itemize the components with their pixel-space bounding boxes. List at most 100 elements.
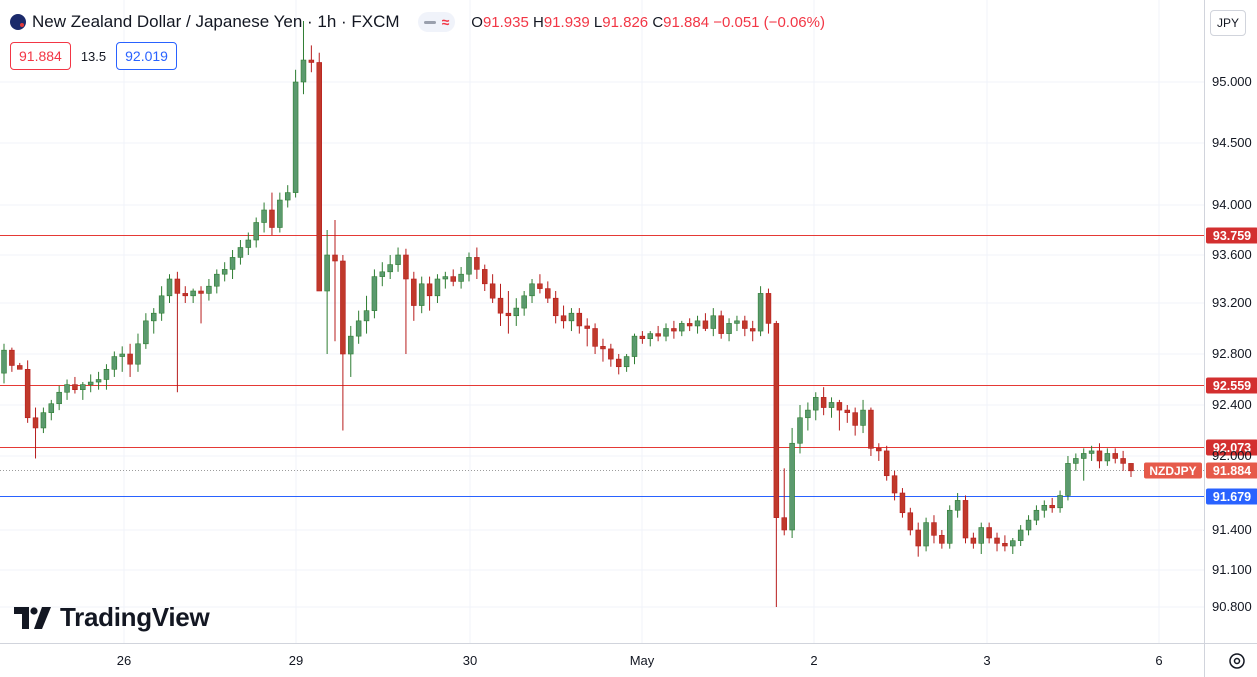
candle[interactable]: [466, 252, 472, 282]
candle[interactable]: [702, 313, 709, 332]
candle[interactable]: [489, 274, 496, 303]
candle[interactable]: [72, 376, 78, 394]
candle[interactable]: [371, 269, 378, 319]
settings-gear-icon[interactable]: [1227, 651, 1247, 671]
candle[interactable]: [497, 283, 504, 326]
candle[interactable]: [9, 347, 15, 372]
candle[interactable]: [726, 318, 732, 342]
candle[interactable]: [127, 343, 133, 377]
candle[interactable]: [978, 522, 985, 554]
candle[interactable]: [513, 298, 520, 326]
candle[interactable]: [1104, 448, 1111, 466]
candle[interactable]: [773, 320, 780, 607]
buy-button[interactable]: 92.019: [116, 42, 177, 70]
candle[interactable]: [17, 362, 23, 370]
candle[interactable]: [521, 291, 527, 316]
candle[interactable]: [261, 202, 267, 233]
candle[interactable]: [458, 267, 464, 289]
candle[interactable]: [852, 407, 858, 436]
candle[interactable]: [694, 315, 701, 334]
candle[interactable]: [340, 255, 346, 431]
candle[interactable]: [1025, 515, 1032, 536]
candle[interactable]: [103, 364, 110, 390]
candle[interactable]: [710, 308, 717, 337]
candle[interactable]: [962, 495, 969, 544]
candle[interactable]: [986, 522, 992, 544]
candle[interactable]: [781, 468, 787, 536]
candle[interactable]: [1049, 497, 1055, 513]
candle[interactable]: [836, 399, 843, 431]
candle[interactable]: [403, 248, 409, 354]
candle[interactable]: [482, 264, 488, 291]
candle[interactable]: [292, 69, 299, 198]
candle[interactable]: [592, 323, 598, 354]
candle[interactable]: [915, 522, 921, 557]
candle[interactable]: [348, 325, 354, 377]
candle[interactable]: [600, 338, 606, 362]
candle[interactable]: [742, 315, 748, 337]
candle[interactable]: [300, 21, 307, 95]
candle[interactable]: [663, 323, 669, 342]
candle[interactable]: [946, 505, 953, 549]
candle[interactable]: [844, 405, 851, 423]
currency-button[interactable]: JPY: [1210, 10, 1246, 36]
candle[interactable]: [639, 331, 646, 344]
candle[interactable]: [765, 288, 772, 334]
candle[interactable]: [87, 374, 94, 393]
candle[interactable]: [229, 250, 236, 279]
candle[interactable]: [757, 286, 764, 337]
symbol-title[interactable]: New Zealand Dollar / Japanese Yen · 1h ·…: [32, 12, 400, 31]
candle[interactable]: [939, 530, 945, 549]
candle[interactable]: [797, 405, 803, 454]
candle[interactable]: [994, 532, 1000, 552]
candle[interactable]: [545, 281, 551, 303]
candle[interactable]: [48, 399, 55, 421]
candle[interactable]: [679, 320, 685, 337]
candle[interactable]: [820, 387, 827, 416]
candle[interactable]: [505, 291, 512, 334]
candle[interactable]: [1112, 448, 1118, 464]
candle[interactable]: [584, 318, 590, 347]
candle[interactable]: [954, 493, 961, 518]
candle[interactable]: [450, 269, 456, 287]
candle[interactable]: [379, 262, 386, 287]
candle[interactable]: [111, 351, 118, 377]
candle[interactable]: [1041, 500, 1048, 518]
candle[interactable]: [828, 397, 835, 418]
candle[interactable]: [568, 308, 575, 332]
candle[interactable]: [1017, 525, 1024, 546]
candle[interactable]: [237, 240, 244, 265]
candle[interactable]: [813, 392, 819, 421]
candle[interactable]: [1120, 450, 1126, 471]
sell-button[interactable]: 91.884: [10, 42, 71, 70]
candle[interactable]: [206, 279, 212, 301]
candle[interactable]: [95, 371, 102, 390]
candle[interactable]: [387, 255, 393, 279]
candle[interactable]: [734, 315, 740, 332]
candle[interactable]: [623, 354, 630, 372]
candle[interactable]: [907, 507, 914, 536]
candle[interactable]: [883, 445, 890, 481]
candle[interactable]: [1088, 445, 1095, 461]
candle[interactable]: [474, 247, 480, 280]
candle[interactable]: [805, 402, 811, 431]
candle[interactable]: [1, 343, 7, 384]
candle[interactable]: [891, 470, 898, 501]
candle[interactable]: [316, 52, 322, 292]
candle[interactable]: [221, 262, 228, 282]
candle[interactable]: [537, 274, 543, 294]
candle[interactable]: [749, 320, 756, 342]
indicator-toggle[interactable]: ≈: [417, 12, 456, 32]
candle[interactable]: [40, 407, 47, 434]
candle[interactable]: [324, 230, 330, 354]
candle[interactable]: [56, 385, 62, 411]
candle[interactable]: [434, 274, 441, 303]
candle[interactable]: [135, 333, 141, 372]
candle[interactable]: [1096, 443, 1103, 469]
candle[interactable]: [214, 269, 220, 294]
candle[interactable]: [647, 331, 653, 347]
candle[interactable]: [253, 217, 259, 248]
candle[interactable]: [355, 310, 362, 344]
candle[interactable]: [789, 427, 795, 538]
